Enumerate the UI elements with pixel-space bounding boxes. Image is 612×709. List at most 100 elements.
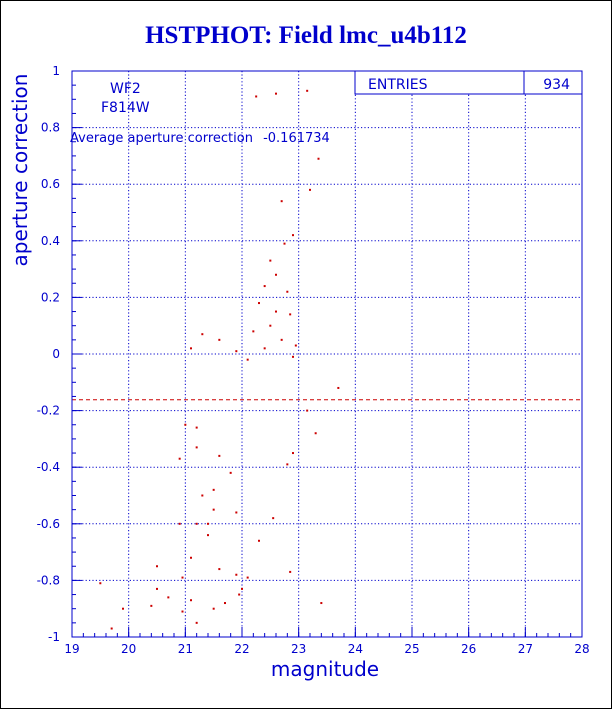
y-tick-label: -0.8 [37,573,60,587]
y-tick-label: 0.8 [41,121,60,135]
data-point [212,488,215,491]
data-point [289,313,292,316]
data-point [181,610,184,613]
data-point [280,200,283,203]
data-point [317,157,320,160]
filter-label: F814W [101,100,150,116]
y-tick-label: -0.4 [37,460,60,474]
data-point [218,454,221,457]
data-point [272,517,275,520]
data-point [292,452,294,455]
data-point [190,556,192,559]
chip-label: WF2 [110,81,141,97]
y-tick-label: 0.6 [41,177,60,191]
x-tick-label: 23 [291,642,306,656]
data-point [246,358,249,361]
x-tick-label: 22 [234,642,249,656]
data-point [280,338,283,341]
data-point [258,539,260,542]
data-point [252,330,255,333]
data-point [156,565,158,568]
data-point [246,576,249,579]
data-point [178,457,181,460]
data-point [195,621,198,624]
stats-box-frame [354,70,583,95]
data-point [286,290,289,293]
data-points [99,89,340,630]
stats-entries-label: ENTRIES [368,77,428,93]
y-tick-label: 0.2 [41,290,60,304]
data-point [306,89,309,92]
data-point [122,607,124,610]
y-axis-label: aperture correction [8,74,32,267]
y-tick-label: -1 [48,630,60,644]
x-tick-label: 19 [64,642,79,656]
data-point [263,347,266,350]
data-point [212,508,215,511]
data-point [286,463,289,466]
data-point [309,188,311,191]
x-tick-label: 25 [404,642,419,656]
data-point [306,409,309,412]
x-tick-label: 20 [121,642,136,656]
data-point [224,602,226,605]
data-point [181,576,184,579]
data-point [229,471,232,474]
x-tick-label: 26 [461,642,476,656]
data-point [178,522,181,525]
data-point [292,355,294,358]
data-point [289,570,292,573]
y-axis-ticks: -1 -0.8 -0.6 -0.4 -0.2 0 0.2 0.4 0.6 0.8 1 [37,64,82,644]
stats-box: ENTRIES 934 [354,70,583,95]
data-point [275,273,277,276]
x-axis-ticks: 19 20 21 22 23 24 25 26 27 28 [64,627,590,656]
data-point [207,522,209,525]
x-tick-label: 24 [348,642,363,656]
chart-title: HSTPHOT: Field lmc_u4b112 [145,22,467,49]
data-point [337,386,340,389]
y-tick-label: 1 [52,64,60,78]
data-point [241,587,243,590]
data-point [201,333,204,336]
data-point [218,568,221,571]
data-point [269,324,272,327]
x-axis-label: magnitude [271,657,379,681]
data-point [292,234,294,237]
data-point [275,310,277,313]
data-point [190,347,192,350]
average-annotation-value: -0.161734 [263,131,330,146]
data-point [110,627,113,630]
data-point [314,432,317,435]
data-point [218,338,221,341]
y-tick-label: 0.4 [41,234,60,248]
data-point [190,599,192,602]
data-point [201,494,204,497]
data-point [294,344,297,347]
data-point [283,242,286,245]
data-point [99,582,102,585]
data-point [275,92,277,95]
data-point [320,602,323,605]
x-tick-label: 28 [574,642,589,656]
data-point [195,426,198,429]
data-point [258,302,260,305]
grid [72,71,582,637]
x-tick-label: 27 [518,642,533,656]
data-point [207,534,209,537]
x-tick-label: 21 [178,642,193,656]
data-point [235,573,238,576]
data-point [263,285,266,288]
average-annotation: Average aperture correction -0.161734 [70,131,330,146]
data-point [235,350,238,353]
data-point [235,511,238,514]
data-point [184,423,187,426]
data-point [156,587,158,590]
data-point [269,259,272,262]
data-point [167,596,170,599]
y-tick-label: -0.6 [37,517,60,531]
stats-entries-value: 934 [543,77,570,93]
data-point [150,604,153,607]
